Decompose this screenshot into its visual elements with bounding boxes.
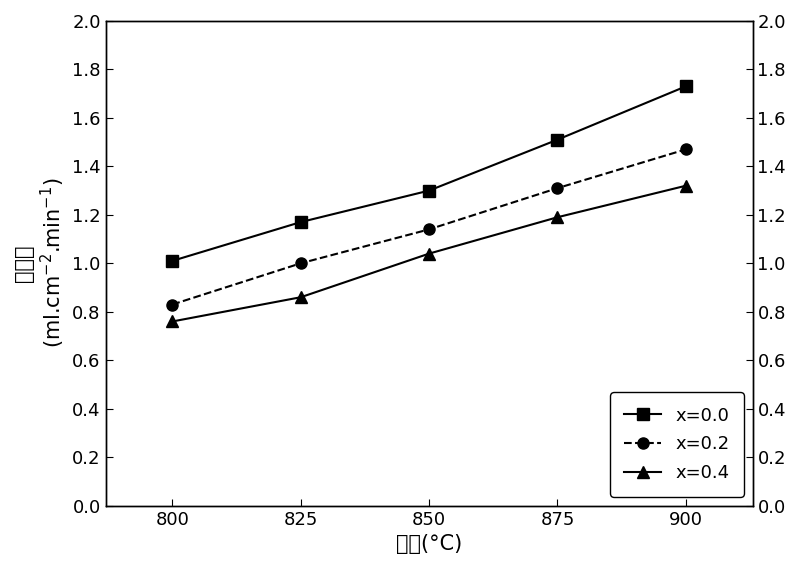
x=0.2 [167, 301, 177, 308]
x=0.0 [681, 83, 690, 90]
Line: x=0.0: x=0.0 [167, 81, 691, 266]
x=0.4 [296, 294, 306, 300]
x=0.4 [424, 250, 434, 257]
x=0.2 [296, 260, 306, 267]
x=0.2 [424, 226, 434, 233]
x=0.2 [553, 185, 562, 191]
Y-axis label: 透氧率
(ml.cm$^{-2}$.min$^{-1}$): 透氧率 (ml.cm$^{-2}$.min$^{-1}$) [14, 178, 66, 349]
x=0.4 [681, 182, 690, 189]
x=0.0 [553, 136, 562, 143]
Line: x=0.2: x=0.2 [167, 144, 691, 310]
X-axis label: 温度(°C): 温度(°C) [396, 534, 462, 554]
x=0.4 [553, 214, 562, 220]
x=0.4 [167, 318, 177, 325]
x=0.0 [296, 219, 306, 225]
Line: x=0.4: x=0.4 [167, 180, 691, 327]
x=0.2 [681, 146, 690, 153]
x=0.0 [424, 187, 434, 194]
Legend: x=0.0, x=0.2, x=0.4: x=0.0, x=0.2, x=0.4 [610, 392, 743, 496]
x=0.0 [167, 257, 177, 264]
